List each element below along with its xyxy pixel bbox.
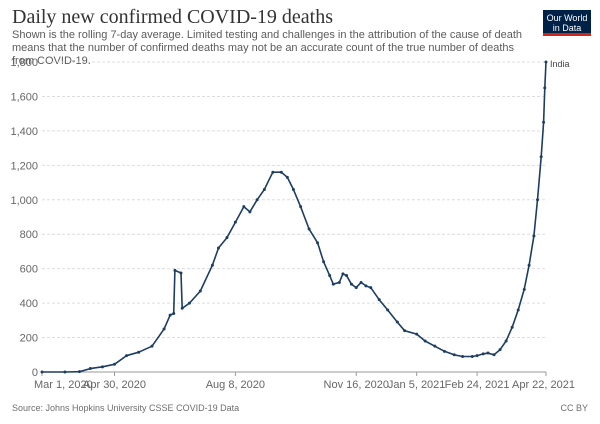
data-point	[225, 236, 229, 240]
data-point	[168, 313, 172, 317]
data-point	[516, 308, 520, 312]
x-tick-label: Apr 22, 2021	[512, 379, 575, 391]
data-point	[299, 205, 303, 209]
data-point	[210, 263, 214, 267]
y-tick-label: 1,000	[10, 195, 38, 207]
data-point	[262, 187, 266, 191]
data-point	[40, 370, 44, 374]
data-point	[433, 344, 437, 348]
data-point	[162, 327, 166, 331]
data-point	[544, 60, 548, 64]
data-point	[522, 287, 526, 291]
data-point	[403, 329, 407, 333]
data-point	[150, 344, 154, 348]
y-tick-label: 800	[20, 229, 38, 241]
data-point	[354, 286, 358, 290]
data-point	[242, 205, 246, 209]
data-point	[172, 311, 176, 315]
data-point	[395, 320, 399, 324]
x-tick-label: Apr 30, 2020	[83, 379, 146, 391]
data-point	[279, 170, 283, 174]
x-tick-label: Feb 24, 2021	[445, 379, 510, 391]
chart-title: Daily new confirmed COVID-19 deaths	[12, 6, 334, 28]
data-point	[415, 332, 419, 336]
logo-line-2: in Data	[552, 23, 582, 33]
data-point	[173, 268, 177, 272]
series-label: India	[550, 59, 570, 69]
data-point	[322, 260, 326, 264]
series-line	[42, 61, 547, 373]
data-point	[255, 198, 259, 202]
data-point	[345, 274, 349, 278]
x-tick-label: Mar 1, 2020	[34, 379, 93, 391]
data-point	[179, 271, 183, 275]
x-tick-label: Aug 8, 2020	[206, 379, 265, 391]
data-point	[328, 274, 332, 278]
data-point	[539, 155, 543, 159]
data-point	[233, 220, 237, 224]
owid-logo[interactable]: Our World in Data	[543, 10, 591, 36]
data-point	[442, 349, 446, 353]
x-tick-label: Nov 16, 2020	[324, 379, 389, 391]
data-point	[423, 339, 427, 343]
data-point	[271, 170, 275, 174]
y-tick-label: 600	[20, 264, 38, 276]
data-point	[536, 198, 540, 202]
chart-subtitle: Shown is the rolling 7-day average. Limi…	[12, 29, 522, 67]
data-point	[486, 351, 490, 355]
data-point	[475, 354, 479, 358]
logo-line-1: Our World	[546, 13, 588, 23]
data-point	[88, 367, 92, 371]
data-point	[307, 227, 311, 231]
y-tick-label: 200	[20, 333, 38, 345]
data-point	[187, 301, 191, 305]
data-point	[337, 280, 341, 284]
data-point	[291, 187, 295, 191]
data-point	[316, 241, 320, 245]
x-tick-label: Jan 5, 2021	[388, 379, 446, 391]
license-label[interactable]: CC BY	[560, 403, 588, 413]
data-point	[542, 120, 546, 124]
source-note: Source: Johns Hopkins University CSSE CO…	[12, 403, 240, 413]
data-point	[100, 365, 104, 369]
data-point	[198, 289, 202, 293]
data-point	[349, 282, 353, 286]
data-point	[248, 210, 252, 214]
data-point	[359, 280, 363, 284]
data-point	[527, 263, 531, 267]
data-point	[331, 282, 335, 286]
y-tick-label: 1,400	[10, 126, 38, 138]
data-point	[137, 350, 141, 354]
data-point	[461, 355, 465, 358]
data-point	[369, 286, 373, 290]
data-point	[543, 86, 547, 90]
data-point	[386, 308, 390, 312]
data-point	[470, 355, 474, 358]
y-tick-label: 0	[32, 367, 38, 379]
data-point	[63, 370, 67, 374]
y-tick-label: 400	[20, 298, 38, 310]
data-point	[113, 362, 117, 366]
data-point	[125, 354, 129, 358]
data-point	[532, 234, 536, 238]
y-tick-label: 1,200	[10, 160, 38, 172]
data-point	[341, 272, 345, 276]
data-point	[377, 298, 381, 302]
data-point	[504, 339, 508, 343]
data-point	[498, 348, 502, 352]
data-point	[510, 325, 514, 329]
y-tick-label: 1,800	[10, 57, 38, 69]
data-point	[285, 175, 289, 179]
data-point	[481, 352, 485, 356]
data-point	[452, 353, 456, 357]
data-point	[216, 246, 220, 250]
data-point	[180, 306, 184, 310]
data-point	[364, 284, 368, 288]
y-tick-label: 1,600	[10, 91, 38, 103]
data-point	[77, 370, 81, 374]
data-point	[492, 353, 496, 357]
